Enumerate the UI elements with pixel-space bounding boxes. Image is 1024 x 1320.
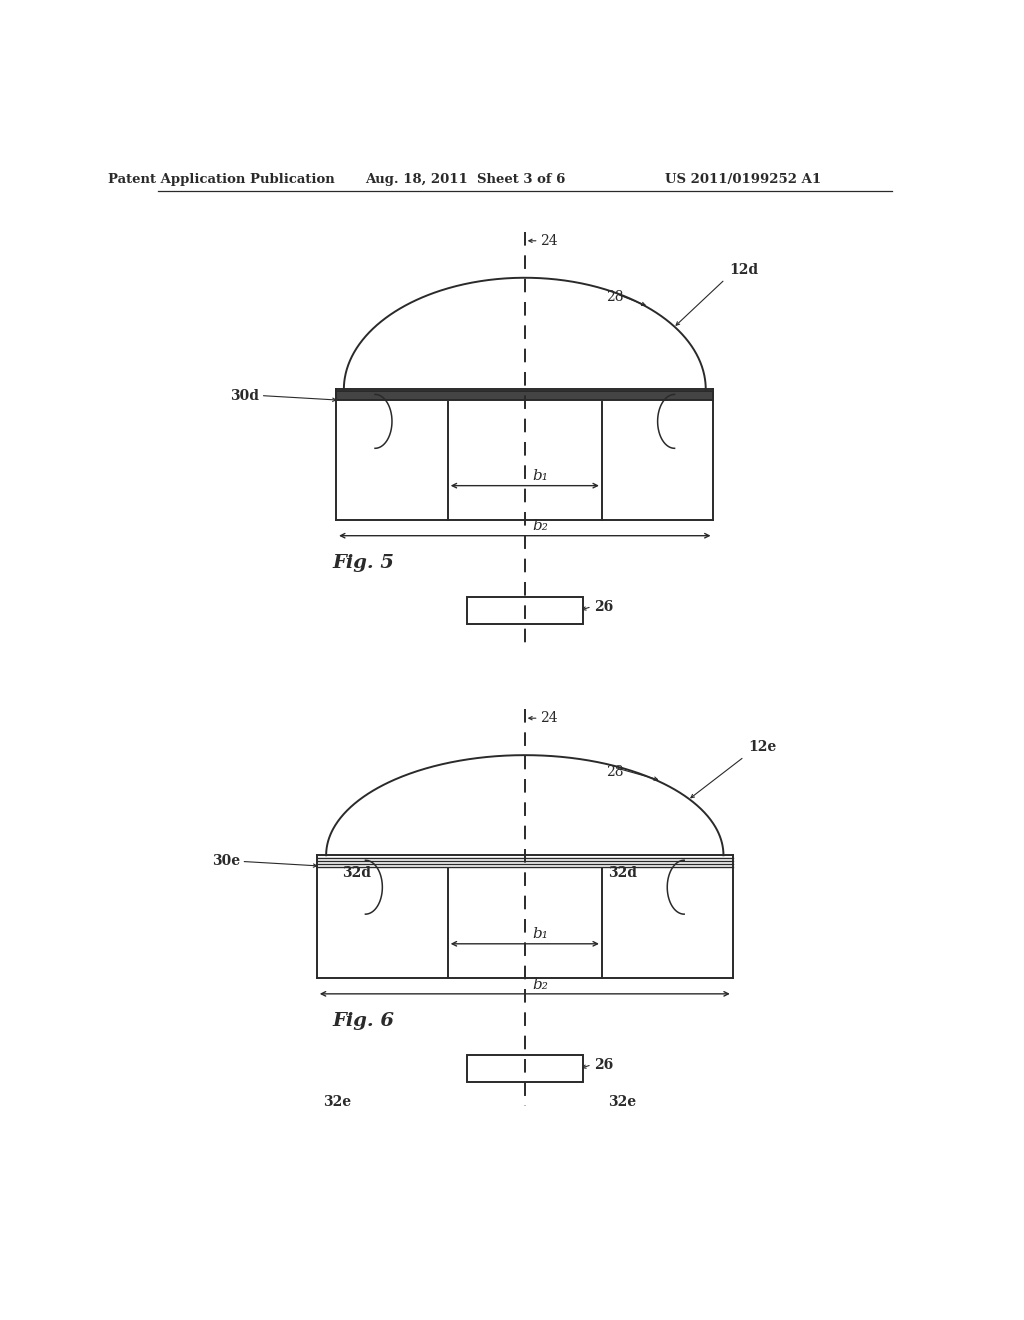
- Text: 28: 28: [605, 290, 624, 305]
- Text: b₂: b₂: [532, 978, 549, 991]
- Text: 32d: 32d: [342, 866, 372, 880]
- Text: 24: 24: [541, 711, 558, 725]
- Text: 32d: 32d: [608, 866, 637, 880]
- Text: 24: 24: [541, 234, 558, 248]
- Polygon shape: [467, 1056, 583, 1082]
- Text: b₂: b₂: [532, 519, 549, 533]
- Text: 26: 26: [594, 599, 613, 614]
- Text: Patent Application Publication: Patent Application Publication: [109, 173, 335, 186]
- Polygon shape: [336, 391, 714, 400]
- Text: 32e: 32e: [323, 1096, 351, 1109]
- Text: 26: 26: [594, 1057, 613, 1072]
- Text: US 2011/0199252 A1: US 2011/0199252 A1: [665, 173, 821, 186]
- Text: 12e: 12e: [749, 741, 776, 755]
- Text: 30d: 30d: [230, 388, 259, 403]
- Text: 28: 28: [605, 764, 624, 779]
- Text: 12d: 12d: [729, 263, 758, 277]
- Text: 32e: 32e: [608, 1096, 636, 1109]
- Text: b₁: b₁: [532, 928, 549, 941]
- Text: b₁: b₁: [532, 470, 549, 483]
- Text: Aug. 18, 2011  Sheet 3 of 6: Aug. 18, 2011 Sheet 3 of 6: [366, 173, 565, 186]
- Text: 30e: 30e: [212, 854, 240, 869]
- Polygon shape: [467, 598, 583, 624]
- Text: Fig. 5: Fig. 5: [333, 553, 394, 572]
- Text: Fig. 6: Fig. 6: [333, 1012, 394, 1030]
